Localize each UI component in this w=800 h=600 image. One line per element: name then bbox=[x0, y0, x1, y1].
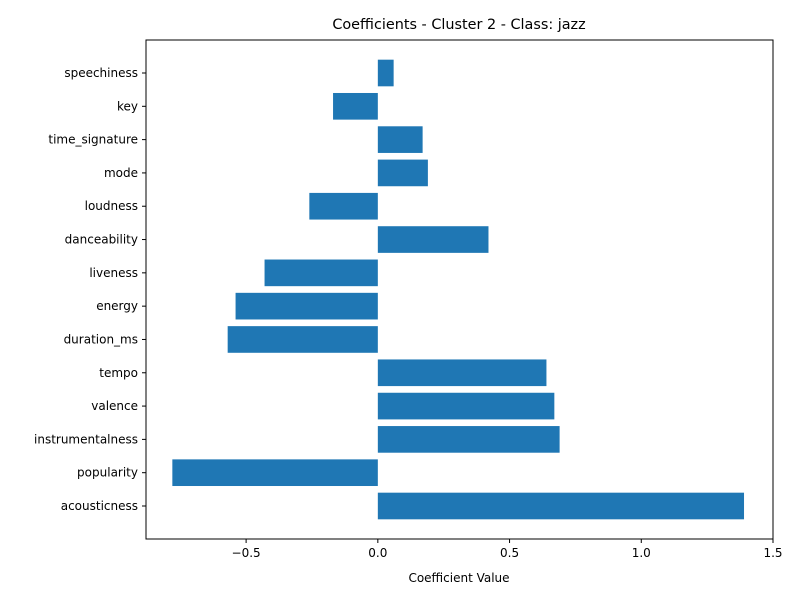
bar-instrumentalness bbox=[377, 426, 560, 453]
y-tick-label-liveness: liveness bbox=[89, 266, 138, 280]
y-tick-label-time_signature: time_signature bbox=[48, 133, 138, 147]
y-tick-label-instrumentalness: instrumentalness bbox=[34, 432, 138, 446]
bar-tempo bbox=[377, 359, 547, 387]
y-tick-label-duration_ms: duration_ms bbox=[64, 332, 138, 346]
y-axis: acousticness popularity instrumentalness va… bbox=[34, 66, 146, 513]
x-axis-label: Coefficient Value bbox=[408, 571, 509, 585]
bar-time_signature bbox=[377, 126, 423, 153]
x-axis: −0.5 0.0 0.5 1.0 1.5 bbox=[232, 539, 783, 560]
y-tick-label-danceability: danceability bbox=[65, 233, 138, 247]
bar-speechiness bbox=[377, 59, 394, 87]
bars-group bbox=[172, 59, 745, 520]
x-tick-label: 1.5 bbox=[763, 546, 782, 560]
bar-mode bbox=[377, 159, 428, 187]
bar-energy bbox=[235, 292, 378, 320]
plot-frame bbox=[145, 39, 774, 540]
bar-liveness bbox=[264, 259, 378, 287]
bar-duration_ms bbox=[227, 326, 378, 353]
bar-loudness bbox=[309, 192, 378, 220]
y-tick-label-tempo: tempo bbox=[99, 366, 138, 380]
bar-acousticness bbox=[377, 492, 745, 520]
y-tick-label-mode: mode bbox=[104, 166, 138, 180]
bar-valence bbox=[377, 392, 555, 420]
y-tick-label-loudness: loudness bbox=[85, 199, 138, 213]
x-tick-label: 0.5 bbox=[500, 546, 519, 560]
x-tick-label: 1.0 bbox=[632, 546, 651, 560]
chart-title: Coefficients - Cluster 2 - Class: jazz bbox=[332, 17, 585, 33]
y-tick-label-key: key bbox=[117, 99, 138, 113]
y-tick-label-speechiness: speechiness bbox=[64, 66, 138, 80]
bar-popularity bbox=[172, 459, 378, 487]
bar-key bbox=[333, 92, 378, 120]
x-tick-label: 0.0 bbox=[368, 546, 387, 560]
y-tick-label-popularity: popularity bbox=[77, 466, 138, 480]
y-tick-label-energy: energy bbox=[96, 299, 138, 313]
y-tick-label-acousticness: acousticness bbox=[61, 499, 138, 513]
y-tick-label-valence: valence bbox=[91, 399, 138, 413]
x-tick-label: −0.5 bbox=[232, 546, 261, 560]
bar-danceability bbox=[377, 226, 489, 253]
